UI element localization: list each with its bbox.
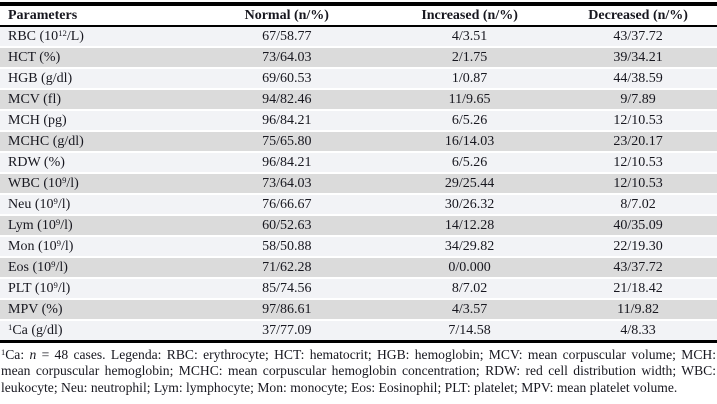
param-cell: Mon (109/l)	[0, 236, 194, 258]
normal-cell: 96/84.21	[193, 152, 380, 174]
increased-cell: 7/14.58	[379, 320, 560, 342]
table-row: Mon (109/l) 58/50.88 34/29.82 22/19.30	[0, 236, 717, 258]
increased-cell: 4/3.57	[379, 299, 560, 321]
table-row: WBC (109/l) 73/64.03 29/25.44 12/10.53	[0, 173, 717, 195]
normal-cell: 73/64.03	[193, 173, 380, 195]
normal-cell: 37/77.09	[193, 320, 380, 342]
table-row: PLT (109/l) 85/74.56 8/7.02 21/18.42	[0, 278, 717, 300]
increased-cell: 11/9.65	[379, 89, 560, 111]
param-cell: PLT (109/l)	[0, 278, 194, 300]
normal-cell: 60/52.63	[193, 215, 380, 237]
table-row: MPV (%) 97/86.61 4/3.57 11/9.82	[0, 299, 717, 321]
hematology-parameters-table: Parameters Normal (n/%) Increased (n/%) …	[0, 2, 717, 343]
normal-cell: 96/84.21	[193, 110, 380, 132]
param-cell: Neu (109/l)	[0, 194, 194, 216]
increased-cell: 14/12.28	[379, 215, 560, 237]
normal-cell: 85/74.56	[193, 278, 380, 300]
decreased-cell: 12/10.53	[559, 110, 717, 132]
increased-cell: 6/5.26	[379, 110, 560, 132]
table-row: HGB (g/dl) 69/60.53 1/0.87 44/38.59	[0, 68, 717, 90]
normal-cell: 69/60.53	[193, 68, 380, 90]
table-footnote: 1Ca: n = 48 cases. Legenda: RBC: erythro…	[1, 347, 717, 395]
increased-cell: 1/0.87	[379, 68, 560, 90]
decreased-cell: 8/7.02	[559, 194, 717, 216]
decreased-cell: 21/18.42	[559, 278, 717, 300]
table-row: Lym (109/l) 60/52.63 14/12.28 40/35.09	[0, 215, 717, 237]
decreased-cell: 4/8.33	[559, 320, 717, 342]
param-cell: WBC (109/l)	[0, 173, 194, 195]
param-cell: RBC (1012/L)	[0, 26, 194, 48]
table-row: Neu (109/l) 76/66.67 30/26.32 8/7.02	[0, 194, 717, 216]
normal-cell: 75/65.80	[193, 131, 380, 153]
decreased-cell: 39/34.21	[559, 47, 717, 69]
decreased-cell: 44/38.59	[559, 68, 717, 90]
table-header-row: Parameters Normal (n/%) Increased (n/%) …	[0, 4, 717, 27]
decreased-cell: 40/35.09	[559, 215, 717, 237]
table-row: MCH (pg) 96/84.21 6/5.26 12/10.53	[0, 110, 717, 132]
normal-cell: 73/64.03	[193, 47, 380, 69]
column-header-increased: Increased (n/%)	[379, 4, 560, 27]
param-cell: MCH (pg)	[0, 110, 194, 132]
table-row: MCV (fl) 94/82.46 11/9.65 9/7.89	[0, 89, 717, 111]
decreased-cell: 9/7.89	[559, 89, 717, 111]
normal-cell: 94/82.46	[193, 89, 380, 111]
decreased-cell: 12/10.53	[559, 173, 717, 195]
param-cell: Lym (109/l)	[0, 215, 194, 237]
table-row: RBC (1012/L) 67/58.77 4/3.51 43/37.72	[0, 26, 717, 48]
normal-cell: 67/58.77	[193, 26, 380, 48]
param-cell: MCV (fl)	[0, 89, 194, 111]
param-cell: HGB (g/dl)	[0, 68, 194, 90]
increased-cell: 34/29.82	[379, 236, 560, 258]
table-row: HCT (%) 73/64.03 2/1.75 39/34.21	[0, 47, 717, 69]
increased-cell: 30/26.32	[379, 194, 560, 216]
increased-cell: 8/7.02	[379, 278, 560, 300]
decreased-cell: 43/37.72	[559, 257, 717, 279]
param-cell: 1Ca (g/dl)	[0, 320, 194, 342]
table-body: RBC (1012/L) 67/58.77 4/3.51 43/37.72 HCT (%…	[0, 26, 717, 342]
table-row: MCHC (g/dl) 75/65.80 16/14.03 23/20.17	[0, 131, 717, 153]
decreased-cell: 22/19.30	[559, 236, 717, 258]
normal-cell: 97/86.61	[193, 299, 380, 321]
column-header-parameters: Parameters	[0, 4, 194, 27]
increased-cell: 16/14.03	[379, 131, 560, 153]
normal-cell: 58/50.88	[193, 236, 380, 258]
table-row: Eos (109/l) 71/62.28 0/0.000 43/37.72	[0, 257, 717, 279]
decreased-cell: 12/10.53	[559, 152, 717, 174]
param-cell: RDW (%)	[0, 152, 194, 174]
normal-cell: 76/66.67	[193, 194, 380, 216]
param-cell: MCHC (g/dl)	[0, 131, 194, 153]
increased-cell: 0/0.000	[379, 257, 560, 279]
increased-cell: 29/25.44	[379, 173, 560, 195]
column-header-decreased: Decreased (n/%)	[559, 4, 717, 27]
param-cell: MPV (%)	[0, 299, 194, 321]
increased-cell: 4/3.51	[379, 26, 560, 48]
normal-cell: 71/62.28	[193, 257, 380, 279]
table-row: 1Ca (g/dl) 37/77.09 7/14.58 4/8.33	[0, 320, 717, 342]
decreased-cell: 23/20.17	[559, 131, 717, 153]
decreased-cell: 43/37.72	[559, 26, 717, 48]
increased-cell: 6/5.26	[379, 152, 560, 174]
decreased-cell: 11/9.82	[559, 299, 717, 321]
column-header-normal: Normal (n/%)	[193, 4, 380, 27]
param-cell: HCT (%)	[0, 47, 194, 69]
table-row: RDW (%) 96/84.21 6/5.26 12/10.53	[0, 152, 717, 174]
increased-cell: 2/1.75	[379, 47, 560, 69]
param-cell: Eos (109/l)	[0, 257, 194, 279]
